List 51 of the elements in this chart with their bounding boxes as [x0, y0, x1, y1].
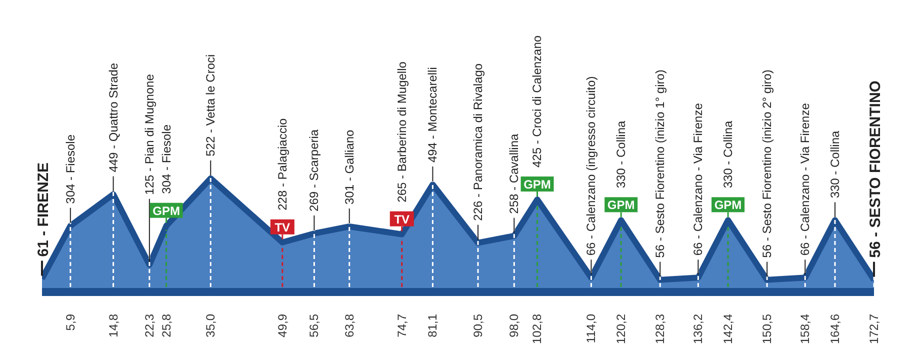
x-tick-label: 49,9: [275, 314, 290, 338]
data-label: 522 - Vetta le Croci: [204, 54, 218, 156]
data-label: 56 - Sesto Fiorentino (inizio 2° giro): [760, 70, 774, 258]
ref-line-label: GPM: [714, 198, 742, 212]
x-tick-label: 128,3: [653, 314, 668, 344]
data-label: 228 - Palagiaccio: [275, 118, 290, 210]
data-label: 125 - Pian di Mugnone: [142, 74, 156, 195]
data-label: 494 - Montecarelli: [426, 67, 440, 162]
data-label: 56 - SESTO FIORENTINO: [867, 80, 884, 258]
ref-line-label: TV: [274, 220, 290, 234]
data-label: 66 - Calenzano - Via Firenze: [798, 102, 812, 256]
x-tick-label: 172,7: [867, 314, 881, 344]
data-label: 265 - Barberino di Mugello: [394, 61, 409, 202]
x-tick-label: 22,3: [142, 314, 156, 338]
x-tick-label: 114,0: [584, 314, 598, 344]
x-tick-label: 63,8: [342, 314, 356, 338]
x-tick-label: 164,6: [828, 314, 842, 344]
x-tick-label: 74,7: [394, 314, 409, 338]
x-tick-label: 98,0: [507, 314, 522, 338]
data-label: 258 - Cavallina: [507, 133, 522, 214]
x-tick-label: 56,5: [307, 314, 322, 338]
data-label: 56 - Sesto Fiorentino (inizio 1° giro): [653, 70, 668, 258]
x-tick-label: 5,9: [63, 314, 78, 331]
data-label: 269 - Scarperia: [307, 129, 322, 212]
data-label: 330 - Collina: [721, 120, 736, 188]
x-tick-label: 136,2: [691, 314, 706, 344]
x-tick-label: 102,8: [530, 314, 544, 344]
x-tick-label: 81,1: [426, 314, 440, 338]
data-label: 425 - Croci di Calenzano: [530, 35, 544, 168]
ref-line-label: GPM: [607, 198, 635, 212]
data-label: 66 - Calenzano - Via Firenze: [691, 102, 706, 256]
data-label: 330 - Collina: [614, 120, 628, 188]
x-tick-label: 142,4: [721, 314, 736, 344]
ref-line-label: TV: [394, 212, 410, 226]
data-label: 66 - Calenzano (ingresso circuito): [584, 76, 598, 256]
ref-line-label: GPM: [524, 178, 551, 192]
x-tick-label: 35,0: [204, 314, 218, 338]
data-label: 301 - Galliano: [342, 129, 356, 204]
x-tick-label: 158,4: [798, 314, 812, 344]
data-label: 449 - Quattro Strade: [106, 62, 120, 172]
data-label: 330 - Collina: [828, 130, 842, 198]
x-tick-label: 25,8: [159, 314, 174, 338]
data-label: 304 - Fiesole: [159, 124, 174, 194]
data-label: 304 - Fiesole: [63, 134, 78, 204]
x-tick-label: 14,8: [106, 314, 120, 338]
data-label: 226 - Panoramica di Rivalago: [470, 63, 485, 221]
x-tick-label: 90,5: [470, 314, 485, 338]
ref-line-label: GPM: [152, 204, 180, 218]
x-tick-label: 150,5: [760, 314, 774, 344]
data-label: 61 - FIRENZE: [35, 162, 52, 257]
x-tick-label: 120,2: [614, 314, 628, 344]
